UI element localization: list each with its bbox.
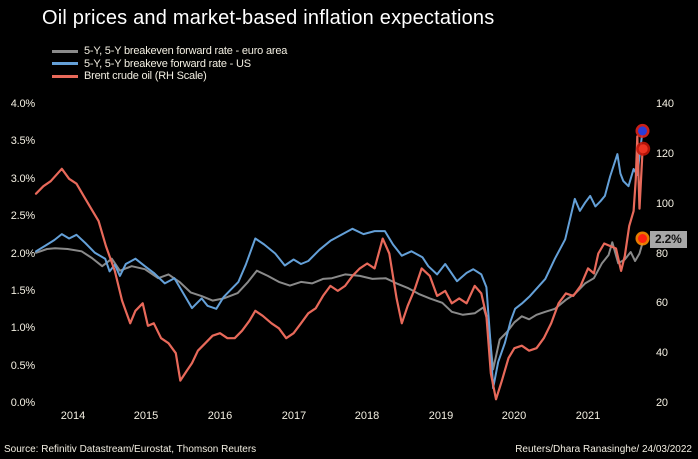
brent-line bbox=[34, 135, 644, 401]
brent-endpoint-dot bbox=[638, 144, 648, 154]
left-axis-tick: 1.5% bbox=[10, 285, 35, 297]
us-line-swatch-icon bbox=[52, 62, 78, 66]
legend-item-us: 5-Y, 5-Y breakeve forward rate - US bbox=[52, 58, 287, 71]
x-axis-tick: 2017 bbox=[281, 410, 307, 422]
x-axis-tick: 2015 bbox=[133, 410, 159, 422]
left-axis-tick: 4.0% bbox=[10, 98, 35, 110]
right-axis-tick: 20 bbox=[656, 397, 668, 409]
legend-label-brent: Brent crude oil (RH Scale) bbox=[84, 70, 207, 83]
credit-note: Reuters/Dhara Ranasinghe/ 24/03/2022 bbox=[515, 444, 692, 455]
page-title: Oil prices and market-based inflation ex… bbox=[42, 7, 495, 29]
source-note: Source: Refinitiv Datastream/Eurostat, T… bbox=[4, 444, 257, 455]
left-axis-tick: 1.0% bbox=[10, 322, 35, 334]
x-axis-tick: 2016 bbox=[207, 410, 233, 422]
x-axis-tick: 2018 bbox=[354, 410, 380, 422]
left-axis-tick: 0.0% bbox=[10, 397, 35, 409]
right-axis-tick: 60 bbox=[656, 297, 668, 309]
left-axis-tick: 2.5% bbox=[10, 210, 35, 222]
left-axis-tick: 2.0% bbox=[10, 248, 35, 260]
brent-line-swatch-icon bbox=[52, 74, 78, 78]
right-axis-tick: 100 bbox=[656, 198, 674, 210]
right-axis-tick: 40 bbox=[656, 347, 668, 359]
us-line bbox=[35, 129, 644, 390]
legend-item-euro-area: 5-Y, 5-Y breakeven forward rate - euro a… bbox=[52, 45, 287, 58]
legend-item-brent: Brent crude oil (RH Scale) bbox=[52, 70, 287, 83]
left-axis-tick: 0.5% bbox=[10, 360, 35, 372]
x-axis-tick: 2020 bbox=[501, 410, 527, 422]
legend-label-us: 5-Y, 5-Y breakeve forward rate - US bbox=[84, 57, 251, 70]
x-axis-tick: 2019 bbox=[428, 410, 454, 422]
x-axis-tick: 2014 bbox=[60, 410, 86, 422]
euro-endpoint-dot bbox=[638, 234, 647, 243]
endpoint-markers bbox=[635, 123, 651, 246]
euro-area-line bbox=[35, 241, 644, 371]
left-axis-tick: 3.0% bbox=[10, 173, 35, 185]
legend-label-euro-area: 5-Y, 5-Y breakeven forward rate - euro a… bbox=[84, 45, 288, 58]
right-axis-tick: 140 bbox=[656, 98, 674, 110]
right-axis-tick: 80 bbox=[656, 248, 668, 260]
euro-line-swatch-icon bbox=[52, 49, 78, 53]
value-callout: 2.2% bbox=[650, 231, 687, 248]
us-endpoint-dot bbox=[638, 126, 647, 136]
left-axis-tick: 3.5% bbox=[10, 135, 35, 147]
x-axis-tick: 2021 bbox=[575, 410, 601, 422]
right-axis-tick: 120 bbox=[656, 148, 674, 160]
chart-legend: 5-Y, 5-Y breakeven forward rate - euro a… bbox=[52, 45, 287, 83]
